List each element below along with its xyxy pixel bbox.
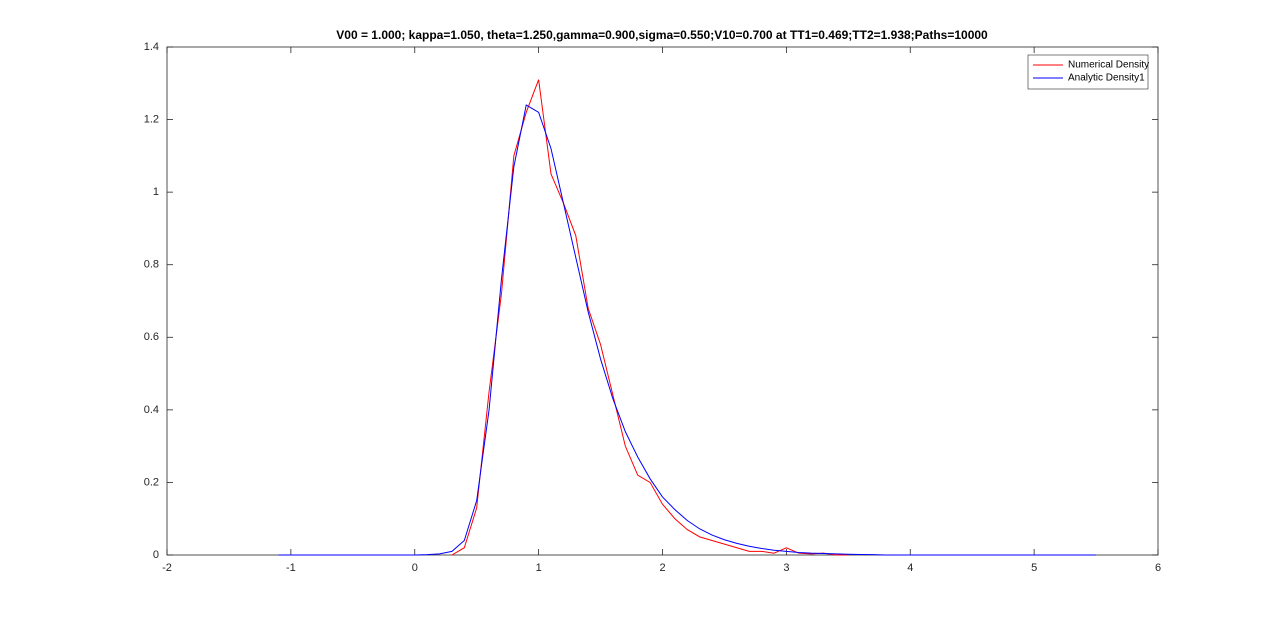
legend-box xyxy=(1027,54,1149,90)
x-tick-label: 1 xyxy=(536,562,542,574)
y-tick-label: 1.2 xyxy=(144,113,159,125)
y-tick-label: 0.8 xyxy=(144,259,159,271)
x-tick-label: 5 xyxy=(1031,562,1037,574)
y-tick-label: 0.2 xyxy=(144,476,159,488)
legend-label: Numerical Density xyxy=(1068,60,1149,71)
x-tick-label: -1 xyxy=(286,562,296,574)
x-tick-label: 0 xyxy=(412,562,418,574)
chart-title: V00 = 1.000; kappa=1.050, theta=1.250,ga… xyxy=(336,28,988,42)
x-tick-label: -2 xyxy=(162,562,172,574)
plot-area xyxy=(166,46,1159,556)
x-tick-label: 3 xyxy=(783,562,789,574)
x-tick-label: 4 xyxy=(907,562,913,574)
y-tick-label: 1 xyxy=(153,186,159,198)
y-tick-label: 1.4 xyxy=(144,41,159,53)
x-tick-label: 6 xyxy=(1155,562,1161,574)
y-tick-label: 0 xyxy=(153,549,159,561)
y-tick-label: 0.4 xyxy=(144,404,159,416)
x-tick-label: 2 xyxy=(659,562,665,574)
legend-label: Analytic Density1 xyxy=(1068,73,1145,84)
y-tick-label: 0.6 xyxy=(144,331,159,343)
data-line xyxy=(451,79,849,556)
data-line xyxy=(278,104,1097,556)
